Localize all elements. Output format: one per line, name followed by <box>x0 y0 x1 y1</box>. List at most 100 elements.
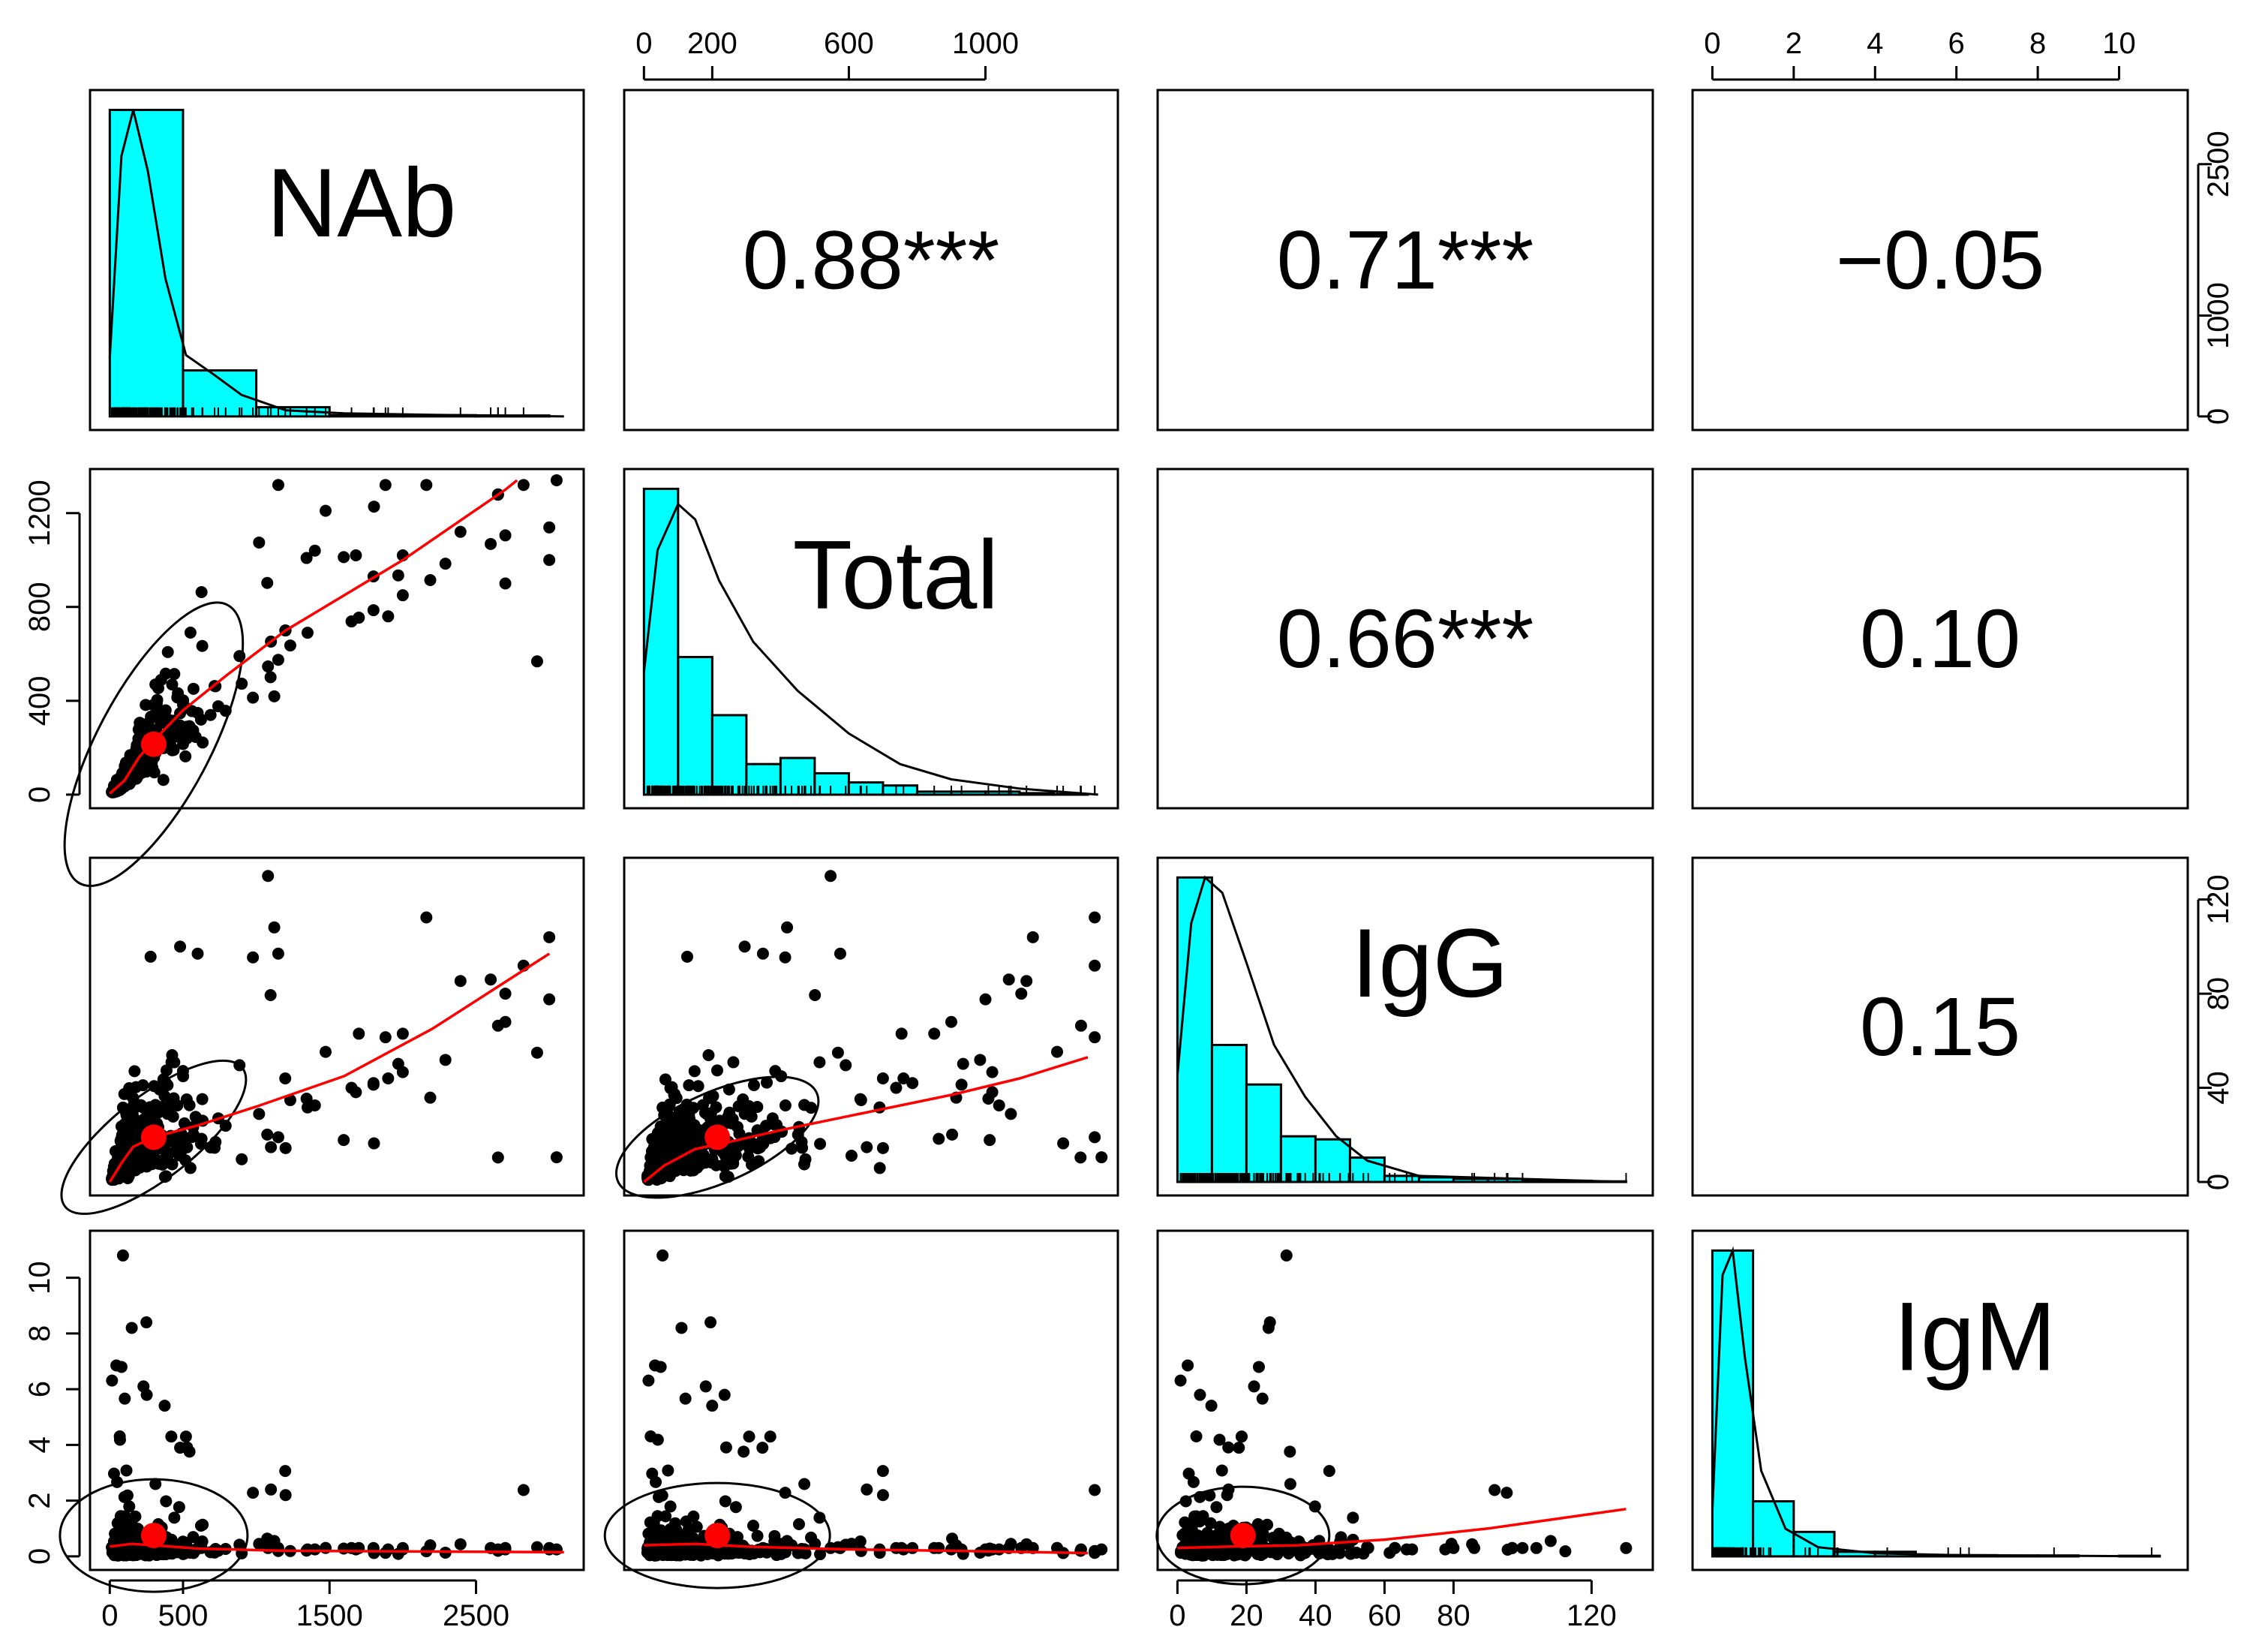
scatter-point-igm-vs-total <box>876 1465 889 1478</box>
scatter-point-igm-vs-igg <box>1199 1530 1212 1543</box>
scatter-point-total-vs-nab <box>161 645 174 658</box>
scatter-point-igg-vs-total <box>1089 1031 1101 1044</box>
density-curve-total <box>642 502 1098 796</box>
correlation-ellipse-igm-vs-igg <box>1155 1485 1331 1586</box>
scatter-point-igm-vs-nab <box>179 1430 192 1443</box>
scatter-point-igg-vs-total <box>813 1056 826 1069</box>
scatter-point-igg-vs-total <box>747 1079 760 1092</box>
scatter-point-igm-vs-igg <box>1204 1517 1217 1529</box>
scatter-point-igg-vs-total <box>831 1046 844 1059</box>
top-tick-label-total: 0 <box>635 27 652 60</box>
scatter-point-igm-vs-igg <box>1273 1535 1286 1547</box>
scatter-point-igm-vs-nab <box>382 1543 395 1556</box>
scatter-point-igm-vs-igg <box>1254 1549 1267 1562</box>
right-tick-label-nab: 0 <box>2202 408 2235 425</box>
loess-line-igm-vs-nab <box>110 1542 564 1554</box>
top-tick-label-igm: 2 <box>1786 27 1802 60</box>
scatter-point-igm-vs-total <box>855 1544 867 1557</box>
scatter-point-igg-vs-nab <box>247 951 260 964</box>
scatter-point-igg-vs-total <box>897 1072 910 1084</box>
scatter-point-igm-vs-total <box>738 1541 751 1554</box>
density-curve-igm <box>1711 1246 2160 1558</box>
scatter-point-igm-vs-total <box>798 1478 811 1490</box>
panel-frame-igm-nab <box>89 1229 585 1571</box>
scatter-point-igg-vs-nab <box>134 1159 147 1171</box>
scatter-point-total-vs-nab <box>272 479 284 492</box>
scatter-point-igm-vs-igg <box>1350 1546 1362 1559</box>
scatter-point-igm-vs-igg <box>1174 1374 1187 1387</box>
scatter-point-igm-vs-nab <box>247 1487 260 1499</box>
top-tick-label-igm: 10 <box>2102 27 2136 60</box>
scatter-point-igm-vs-nab <box>530 1541 543 1553</box>
scatter-point-igg-vs-nab <box>550 1151 563 1164</box>
scatter-point-igm-vs-igg <box>1233 1442 1245 1454</box>
scatter-point-total-vs-nab <box>420 479 433 492</box>
scatter-point-igm-vs-igg <box>1620 1541 1633 1554</box>
scatter-point-igg-vs-total <box>984 1134 996 1147</box>
scatter-point-igg-vs-nab <box>158 1090 171 1102</box>
density-curve-nab <box>108 110 564 418</box>
scatter-point-igg-vs-total <box>779 951 792 964</box>
scatter-point-igm-vs-igg <box>1530 1541 1543 1554</box>
scatter-point-igm-vs-nab <box>265 1483 278 1496</box>
scatter-point-igm-vs-nab <box>158 1400 171 1412</box>
panel-frame-igm-igg <box>1156 1229 1654 1571</box>
scatter-point-igg-vs-nab <box>236 1153 248 1165</box>
scatter-point-igm-vs-igg <box>1544 1535 1557 1547</box>
scatter-point-igm-vs-igg <box>1308 1500 1321 1513</box>
scatter-point-total-vs-nab <box>382 610 395 623</box>
scatter-point-igg-vs-total <box>845 1149 858 1162</box>
scatter-point-total-vs-nab <box>171 691 184 704</box>
scatter-point-total-vs-nab <box>396 589 409 602</box>
panel-frame-igg-total <box>623 856 1119 1197</box>
scatter-point-total-vs-nab <box>308 544 321 557</box>
scatter-point-igg-vs-total <box>895 1027 908 1040</box>
scatter-point-igg-vs-total <box>1050 1045 1063 1058</box>
scatter-point-total-vs-nab <box>499 577 512 590</box>
top-tick-label-igm: 4 <box>1867 27 1883 60</box>
loess-line-igg-vs-nab <box>108 952 551 1183</box>
scatter-point-igg-vs-nab <box>264 988 277 1001</box>
right-tick-label-igg: 120 <box>2202 874 2235 925</box>
scatter-point-total-vs-nab <box>300 552 313 564</box>
scatter-point-igg-vs-total <box>986 1086 999 1099</box>
scatter-point-igm-vs-nab <box>279 1465 292 1478</box>
scatter-point-igm-vs-total <box>646 1467 659 1480</box>
scatter-point-igg-vs-total <box>1089 959 1101 972</box>
correlation-label-nab-igg: 0.71*** <box>1277 215 1534 307</box>
correlation-ellipse-igm-vs-total <box>603 1481 831 1589</box>
scatter-point-total-vs-nab <box>167 744 180 756</box>
panel-frame-igg-igm <box>1691 856 2189 1197</box>
scatter-point-igm-vs-igg <box>1506 1541 1519 1554</box>
scatter-point-total-vs-nab <box>543 521 556 534</box>
scatter-point-igm-vs-total <box>1050 1541 1063 1554</box>
scatter-point-total-vs-nab <box>212 700 224 713</box>
scatter-point-igg-vs-nab <box>158 1153 171 1165</box>
scatter-point-igg-vs-nab <box>379 1031 392 1044</box>
scatter-point-igm-vs-total <box>799 1547 812 1559</box>
x-tick-label-nab: 0 <box>101 1599 118 1632</box>
scatter-point-total-vs-nab <box>204 708 217 721</box>
scatter-point-igg-vs-total <box>675 1114 688 1126</box>
variable-name-nab: NAb <box>266 148 456 257</box>
scatter-point-total-vs-nab <box>197 736 209 749</box>
scatter-point-igg-vs-nab <box>122 1135 135 1147</box>
scatter-point-total-vs-nab <box>142 717 155 729</box>
scatter-point-igg-vs-total <box>738 940 751 953</box>
top-tick-label-igm: 0 <box>1704 27 1720 60</box>
scatter-point-igm-vs-total <box>814 1548 827 1561</box>
scatter-point-igg-vs-total <box>1020 975 1033 988</box>
scatter-point-igm-vs-igg <box>1516 1541 1529 1554</box>
scatter-point-igg-vs-total <box>713 1114 726 1127</box>
scatter-point-igm-vs-total <box>662 1464 674 1477</box>
x-tick-label-igg: 80 <box>1437 1599 1470 1632</box>
scatter-point-igm-vs-total <box>854 1535 867 1548</box>
scatter-point-igm-vs-total <box>876 1489 889 1502</box>
histogram-bar-igg <box>1314 1138 1351 1183</box>
x-tick-label-igg: 0 <box>1169 1599 1185 1632</box>
histogram-bar-igm <box>1711 1249 1755 1558</box>
scatter-point-igm-vs-nab <box>114 1510 127 1523</box>
scatter-point-igg-vs-total <box>1015 988 1028 1000</box>
scatter-point-igm-vs-total <box>861 1483 873 1496</box>
scatter-point-igg-vs-total <box>945 1015 957 1028</box>
